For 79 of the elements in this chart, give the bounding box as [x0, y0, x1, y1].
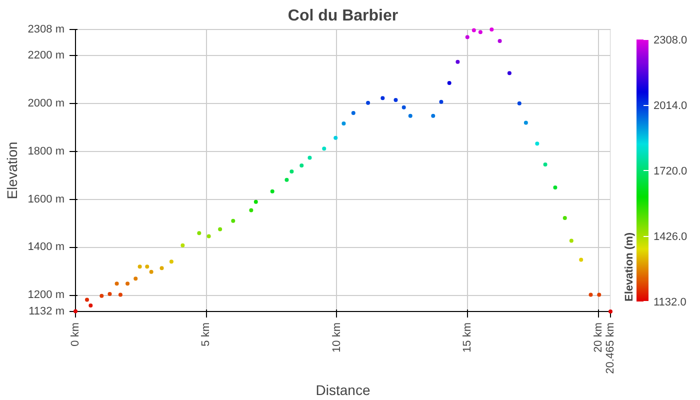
point: [597, 292, 602, 297]
point: [402, 105, 406, 110]
point: [490, 28, 494, 32]
point: [169, 260, 174, 264]
color-bar-title: Elevation (m): [624, 232, 636, 302]
color-bar-label: 1426.0: [654, 231, 688, 243]
x-tick-label: 5 km: [200, 322, 212, 346]
point: [543, 162, 548, 166]
point: [579, 258, 584, 262]
y-tick-label: 1200 m: [28, 289, 65, 302]
point: [588, 292, 593, 297]
y-tick-label: 2200 m: [28, 49, 65, 62]
point: [562, 216, 567, 220]
point: [249, 208, 254, 212]
point: [126, 282, 130, 286]
color-bar-label: 2308.0: [654, 34, 688, 46]
point: [478, 30, 482, 34]
point: [472, 28, 476, 32]
y-tick-label: 1600 m: [28, 193, 65, 206]
point: [334, 136, 338, 140]
point: [160, 266, 164, 270]
point: [290, 169, 294, 174]
point: [145, 264, 150, 269]
point: [218, 227, 222, 232]
point: [447, 80, 452, 85]
point: [553, 186, 558, 190]
point: [114, 282, 119, 286]
point: [134, 276, 138, 281]
point: [85, 298, 90, 302]
point: [254, 200, 258, 204]
point: [535, 142, 540, 146]
point: [465, 35, 470, 40]
color-bar-label: 1720.0: [654, 166, 688, 178]
point: [300, 163, 304, 168]
point: [74, 309, 78, 314]
point: [322, 146, 326, 151]
point: [366, 100, 370, 105]
point: [431, 114, 436, 118]
point: [206, 234, 211, 238]
point: [108, 292, 112, 296]
x-tick-label: 0 km: [70, 322, 82, 346]
point: [498, 39, 502, 44]
x-tick-label: 20.465 km: [604, 322, 616, 374]
point: [138, 264, 142, 269]
point: [456, 60, 460, 64]
x-tick-label: 10 km: [330, 322, 343, 352]
point: [270, 189, 274, 194]
point: [284, 178, 289, 182]
point: [231, 218, 236, 223]
point: [380, 96, 385, 100]
color-bar-label: 1132.0: [654, 296, 686, 308]
color-bar-label: 2014.0: [654, 100, 688, 112]
point: [524, 120, 528, 125]
y-tick-label: 1400 m: [28, 241, 65, 254]
point: [180, 243, 185, 248]
point: [507, 71, 512, 76]
point: [197, 231, 202, 236]
x-tick-label: 15 km: [462, 322, 474, 352]
y-tick-label: 1800 m: [28, 145, 65, 158]
point: [439, 100, 444, 104]
point: [608, 310, 612, 314]
y-tick-label: 2000 m: [28, 97, 65, 110]
point: [408, 114, 412, 118]
point: [118, 292, 122, 297]
y-tick-label: 1132 m: [28, 306, 64, 318]
y-tick-label: 2308 m: [28, 24, 65, 36]
x-axis-title: Distance: [316, 382, 370, 398]
point: [351, 110, 356, 115]
point: [149, 270, 154, 274]
point: [394, 98, 398, 102]
point: [308, 156, 312, 160]
x-tick-label: 20 km: [592, 322, 604, 352]
y-axis-title: Elevation: [4, 142, 20, 200]
chart-title: Col du Barbier: [288, 8, 398, 24]
point: [569, 238, 574, 243]
point: [342, 122, 346, 126]
point: [88, 304, 93, 308]
point: [517, 101, 522, 106]
point: [100, 294, 104, 298]
